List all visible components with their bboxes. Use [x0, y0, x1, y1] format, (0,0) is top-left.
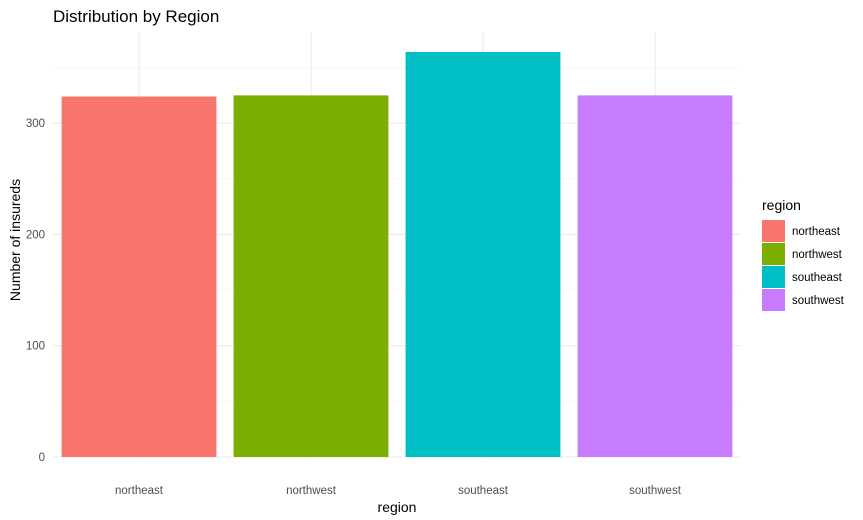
legend-label-southeast: southeast [792, 272, 843, 284]
legend-key-northeast [762, 220, 785, 242]
y-tick-label: 0 [39, 452, 45, 464]
bar-southeast [405, 52, 561, 457]
y-tick-label: 100 [26, 341, 45, 353]
y-tick-label: 300 [26, 118, 45, 130]
x-tick-label: northeast [115, 485, 164, 497]
x-tick-label: northwest [286, 485, 337, 497]
x-tick-label: southwest [629, 485, 682, 497]
legend-title: region [762, 197, 801, 213]
legend-key-northwest [762, 243, 785, 265]
y-axis-ticks: 0 100 200 300 [26, 118, 45, 464]
x-axis-title: region [378, 499, 417, 515]
bar-southwest [577, 95, 733, 458]
legend-key-southeast [762, 266, 785, 288]
chart-title: Distribution by Region [53, 7, 219, 26]
bar-northwest [233, 95, 389, 458]
y-axis-title: Number of insureds [7, 179, 23, 301]
legend-label-northeast: northeast [792, 226, 841, 238]
bar-northeast [61, 96, 217, 457]
x-tick-label: southeast [458, 485, 509, 497]
legend-items: northeast northwest southeast southwest [762, 220, 845, 311]
legend-label-southwest: southwest [792, 295, 845, 307]
x-axis-ticks: northeast northwest southeast southwest [115, 485, 682, 497]
legend-key-southwest [762, 289, 785, 311]
y-tick-label: 200 [26, 229, 45, 241]
legend-label-northwest: northwest [792, 249, 843, 261]
legend: region northeast northwest southeast southw… [762, 197, 845, 311]
bars [61, 52, 733, 458]
